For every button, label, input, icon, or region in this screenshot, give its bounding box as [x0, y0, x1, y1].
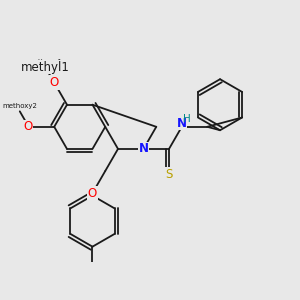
Text: O: O — [23, 120, 33, 133]
Text: H: H — [182, 114, 190, 124]
Text: O: O — [88, 187, 97, 200]
Text: N: N — [139, 142, 148, 155]
Text: methoxy1: methoxy1 — [28, 59, 63, 65]
Text: methoxy2: methoxy2 — [2, 103, 37, 109]
Text: N: N — [177, 117, 187, 130]
Text: O: O — [49, 76, 58, 89]
Text: S: S — [165, 168, 173, 181]
Text: methyl1: methyl1 — [21, 61, 70, 74]
Text: O: O — [50, 76, 59, 89]
